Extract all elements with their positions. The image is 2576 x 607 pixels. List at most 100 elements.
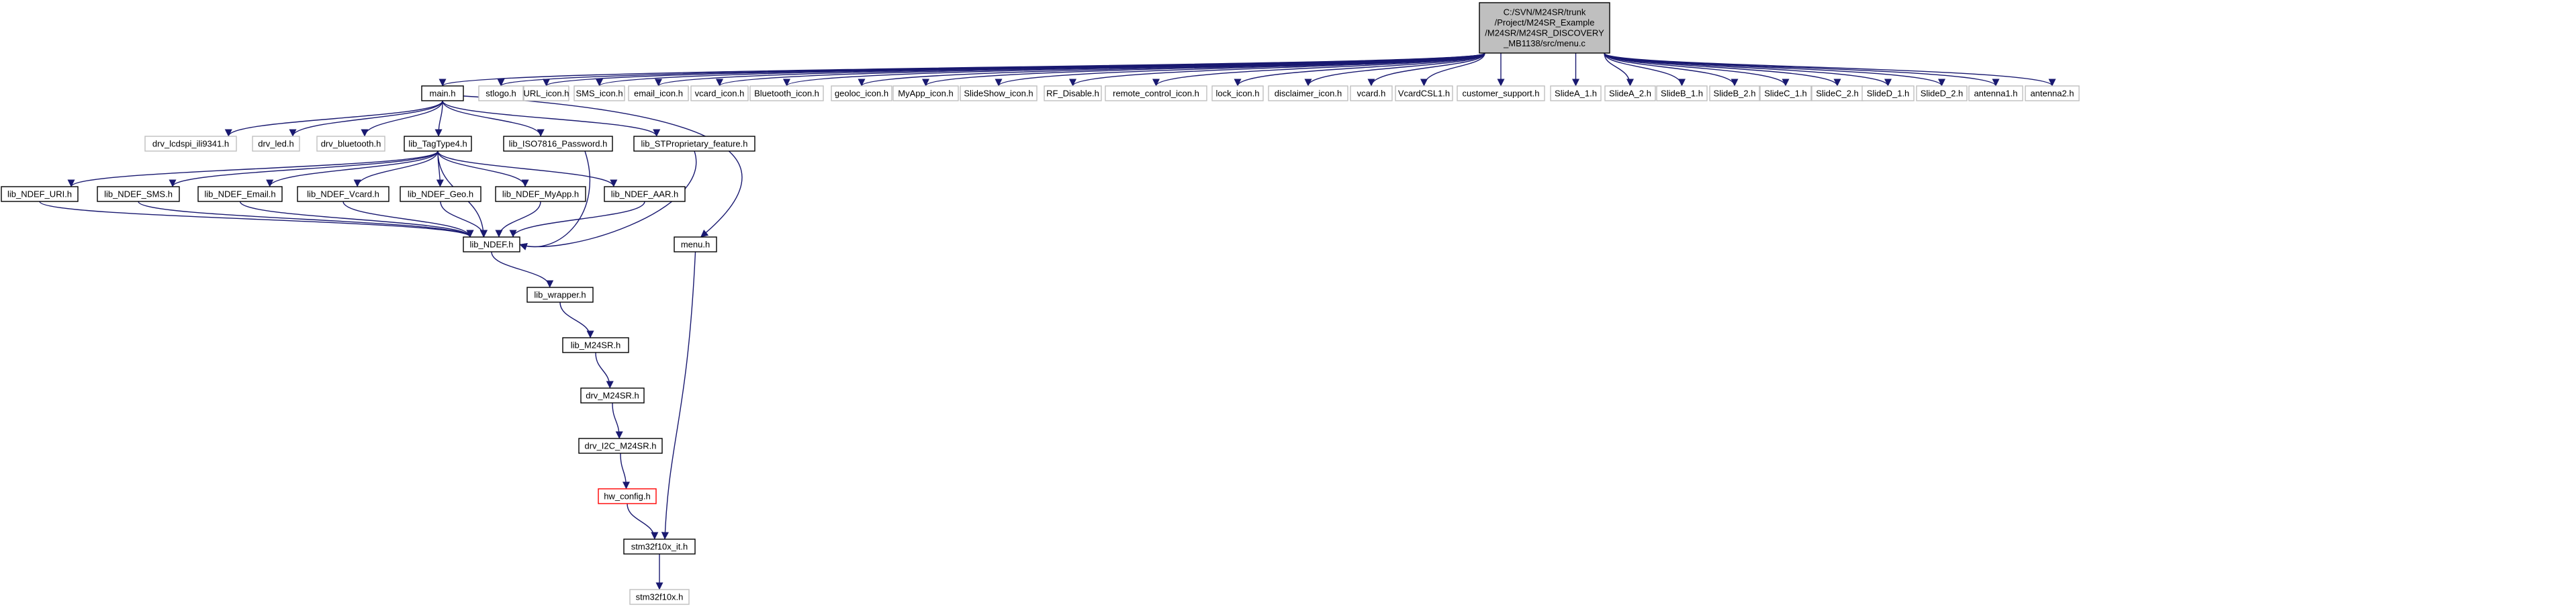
edge-lib-wrapper-h-to-lib-m24sr-h (559, 301, 594, 338)
node-box (1105, 85, 1207, 101)
node-label: lib_NDEF_Vcard.h (307, 189, 379, 199)
node-lib-m24sr-h[interactable]: lib_M24SR.h (562, 337, 629, 353)
node-stm32f10x-it-h[interactable]: stm32f10x_it.h (623, 539, 696, 555)
node-url-icon-h: URL_icon.h (523, 85, 569, 101)
node-antenna1-h: antenna1.h (1968, 85, 2023, 101)
edge-lib-tagtype4-h-to-lib-ndef-email-h (266, 150, 439, 187)
node-box (598, 488, 657, 504)
node-label: SlideB_1.h (1661, 89, 1703, 99)
node-box (892, 85, 959, 101)
node-label: SlideA_1.h (1555, 89, 1597, 99)
node-box (495, 186, 586, 202)
edge-main-h-to-lib-iso7816-h (442, 100, 545, 137)
node-drv-i2c-m24sr-h[interactable]: drv_I2C_M24SR.h (578, 438, 663, 454)
node-vcard-icon-h: vcard_icon.h (690, 85, 749, 101)
node-lib-ndef-sms-h[interactable]: lib_NDEF_SMS.h (97, 186, 180, 202)
node-label: RF_Disable.h (1046, 89, 1099, 99)
edge-lib-tagtype4-h-to-lib-ndef-aar-h (437, 150, 618, 187)
node-lib-ndef-vcard-h[interactable]: lib_NDEF_Vcard.h (297, 186, 389, 202)
node-drv-led-h: drv_led.h (252, 136, 300, 152)
node-label: hw_config.h (604, 492, 650, 502)
edge-root-to-vcardcsl1-h (1420, 52, 1485, 87)
node-lib-ndef-myapp-h[interactable]: lib_NDEF_MyApp.h (495, 186, 586, 202)
node-lib-ndef-aar-h[interactable]: lib_NDEF_AAR.h (604, 186, 686, 202)
node-main-h[interactable]: main.h (421, 85, 464, 101)
node-label: drv_lcdspi_ili9341.h (152, 139, 229, 149)
root-node-box (1479, 2, 1610, 54)
edge-lib-ndef-vcard-h-to-lib-ndef-h (342, 201, 474, 238)
node-stlogo-h: stlogo.h (478, 85, 524, 101)
edge-lib-ndef-h-to-lib-wrapper-h (491, 251, 554, 288)
node-box (463, 236, 520, 252)
edge-root-to-slideb-1-h (1604, 52, 1686, 87)
node-lib-ndef-email-h[interactable]: lib_NDEF_Email.h (197, 186, 283, 202)
node-drv-m24sr-h[interactable]: drv_M24SR.h (580, 387, 645, 404)
node-bluetooth-icon-h: Bluetooth_icon.h (749, 85, 824, 101)
node-box (1656, 85, 1708, 101)
node-box (503, 136, 613, 152)
node-label: MyApp_icon.h (898, 89, 953, 99)
node-box (749, 85, 824, 101)
edge-lib-stproprietary-h-to-lib-ndef-h (519, 150, 697, 250)
node-box (523, 85, 569, 101)
node-lib-ndef-geo-h[interactable]: lib_NDEF_Geo.h (400, 186, 481, 202)
edge-lib-ndef-geo-h-to-lib-ndef-h (440, 201, 488, 238)
node-customer-support-h: customer_support.h (1457, 85, 1545, 101)
node-box (960, 85, 1038, 101)
node-label: lib_TagType4.h (408, 139, 467, 149)
node-box (674, 236, 717, 252)
node-label: SlideD_2.h (1921, 89, 1964, 99)
edge-main-h-to-drv-lcdspi-h (224, 100, 443, 137)
node-box (1, 186, 79, 202)
node-box (1861, 85, 1915, 101)
node-label: vcard_icon.h (695, 89, 745, 99)
node-label: VcardCSL1.h (1398, 89, 1450, 99)
node-label: lock_icon.h (1215, 89, 1259, 99)
node-lib-iso7816-h[interactable]: lib_ISO7816_Password.h (503, 136, 613, 152)
node-menu-h[interactable]: menu.h (674, 236, 717, 252)
node-label: remote_control_icon.h (1113, 89, 1199, 99)
root-node-menu-c[interactable]: C:/SVN/M24SR/trunk/Project/M24SR_Example… (1479, 2, 1610, 54)
node-box (1044, 85, 1102, 101)
node-box (1604, 85, 1656, 101)
node-box (633, 136, 755, 152)
node-slideb-2-h: SlideB_2.h (1709, 85, 1760, 101)
node-box (316, 136, 385, 152)
node-myapp-icon-h: MyApp_icon.h (892, 85, 959, 101)
node-hw-config-h[interactable]: hw_config.h (598, 488, 657, 504)
edge-lib-tagtype4-h-to-lib-ndef-sms-h (169, 150, 439, 187)
node-box (628, 85, 689, 101)
node-lib-tagtype4-h[interactable]: lib_TagType4.h (404, 136, 472, 152)
node-box (1211, 85, 1264, 101)
node-lib-stproprietary-h[interactable]: lib_STProprietary_feature.h (633, 136, 755, 152)
node-box (629, 589, 690, 605)
edge-main-h-to-drv-bluetooth-h (361, 100, 443, 137)
node-lib-ndef-h[interactable]: lib_NDEF.h (463, 236, 520, 252)
node-label: lib_NDEF_MyApp.h (502, 189, 579, 199)
node-box (297, 186, 389, 202)
edge-drv-m24sr-h-to-drv-i2c-m24sr-h (612, 402, 623, 439)
node-label: stlogo.h (486, 89, 516, 99)
node-label: antenna2.h (2030, 89, 2074, 99)
edge-hw-config-h-to-stm32f10x-it-h (627, 503, 659, 540)
edge-lib-ndef-aar-h-to-lib-ndef-h (509, 201, 645, 238)
node-label: antenna1.h (1974, 89, 2017, 99)
node-lib-wrapper-h[interactable]: lib_wrapper.h (526, 287, 594, 303)
node-label: SMS_icon.h (576, 89, 623, 99)
node-slideshow-icon-h: SlideShow_icon.h (960, 85, 1038, 101)
node-lib-ndef-uri-h[interactable]: lib_NDEF_URI.h (1, 186, 79, 202)
node-label: drv_led.h (258, 139, 293, 149)
node-label: main.h (429, 89, 455, 99)
node-box (1550, 85, 1602, 101)
node-box (1968, 85, 2023, 101)
node-label: lib_NDEF.h (469, 240, 513, 250)
node-box (578, 438, 663, 454)
node-box (1395, 85, 1453, 101)
node-slidea-2-h: SlideA_2.h (1604, 85, 1656, 101)
edges-layer (39, 52, 2056, 590)
edge-main-h-to-lib-tagtype4-h (434, 100, 443, 137)
node-antenna2-h: antenna2.h (2025, 85, 2080, 101)
node-slidea-1-h: SlideA_1.h (1550, 85, 1602, 101)
node-vcard-h: vcard.h (1350, 85, 1393, 101)
